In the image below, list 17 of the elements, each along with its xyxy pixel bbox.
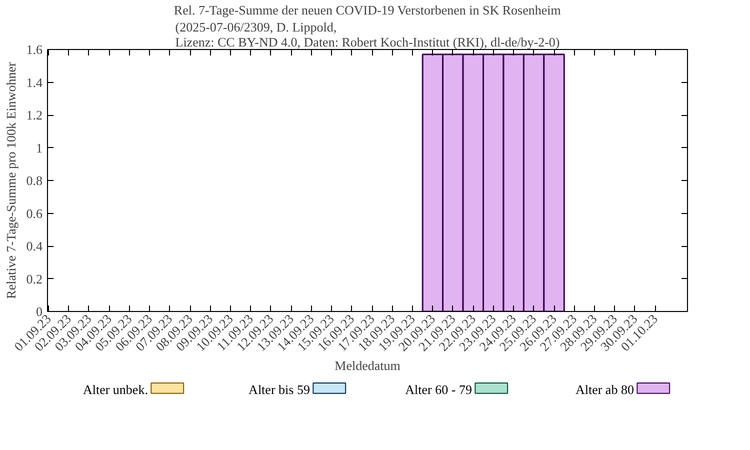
y-tick-label: 0.6 (26, 206, 43, 221)
y-tick-label: 1 (36, 140, 42, 156)
y-tick-label: 1.6 (26, 42, 43, 57)
y-tick-label: 0.8 (26, 173, 42, 188)
x-axis-title: Meldedatum (334, 358, 400, 374)
legend-label: Alter 60 - 79 (405, 382, 472, 397)
y-tick-label: 0 (36, 304, 42, 319)
legend-label: Alter ab 80 (575, 382, 634, 397)
y-tick-label: 0.4 (26, 238, 43, 254)
y-axis-title: Relative 7-Tage-Summe pro 100k Einwohner (3, 62, 18, 299)
y-tick-label: 0.2 (26, 271, 42, 286)
legend-label: Alter bis 59 (248, 382, 310, 397)
legend-label: Alter unbek. (82, 382, 148, 397)
chart-subtitle: (2025-07-06/2309, D. Lippold, Lizenz: CC BY-ND 4.0, Daten: Robert Koch-Institut (RKI), dl-de/by-2-0) (175, 20, 560, 50)
y-tick-label: 1.4 (26, 74, 43, 90)
y-tick-label: 1.2 (26, 108, 42, 122)
chart-title: Rel. 7-Tage-Summe der neuen COVID-19 Verstorbenen in SK Rosenheim (174, 2, 561, 18)
